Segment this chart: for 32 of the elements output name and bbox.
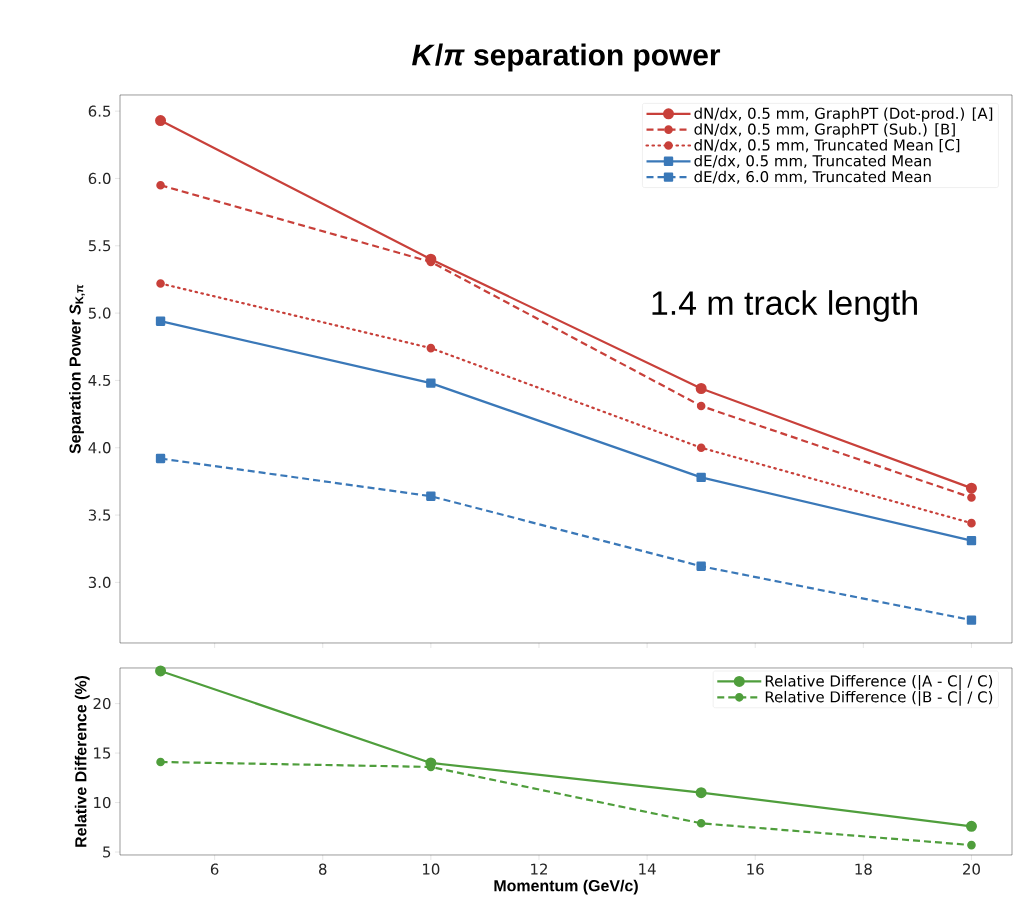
y-tick-label: 4.5 (88, 374, 111, 386)
legend-label: dE/dx, 6.0 mm, Truncated Mean (694, 170, 931, 184)
y-tick-label: 6.0 (88, 172, 111, 185)
x-tick-label: 10 (422, 863, 440, 875)
y-tick-label: 5.0 (88, 307, 111, 319)
legend-label: dN/dx, 0.5 mm, GraphPT (Sub.) [B] (694, 123, 955, 138)
chart-title: K/π separation power (412, 43, 721, 72)
x-tick-label: 14 (639, 863, 656, 875)
legend-label: Relative Difference (|B - C| / C) (765, 690, 993, 706)
legend-label: dN/dx, 0.5 mm, GraphPT (Dot-prod.) [A] (694, 107, 993, 122)
legend-label: dN/dx, 0.5 mm, Truncated Mean [C] (694, 139, 960, 153)
x-axis-title: Momentum (GeV/c) (494, 879, 638, 895)
annotation: 1.4 m track length (652, 290, 917, 322)
legend-label: Relative Difference (|A - C| / C) (765, 674, 993, 690)
y-tick-label: 15 (94, 747, 111, 759)
y-tick-label: 5.5 (88, 240, 111, 252)
x-tick-label: 18 (855, 863, 872, 875)
x-tick-label: 12 (531, 863, 547, 875)
y-tick-label: 20 (93, 697, 111, 710)
legend-label: dE/dx, 0.5 mm, Truncated Mean (694, 154, 931, 168)
x-tick-label: 6 (210, 863, 219, 875)
x-tick-label: 20 (963, 863, 980, 875)
y-tick-label: 5 (103, 846, 111, 858)
y-axis-title: Separation Power S$_{K,π}$ (69, 284, 85, 454)
y-axis-title: Relative Difference (%) (74, 675, 90, 847)
y-tick-label: 3.0 (88, 576, 111, 589)
x-tick-label: 8 (319, 863, 327, 875)
y-tick-label: 3.5 (88, 509, 111, 521)
y-tick-label: 6.5 (88, 105, 111, 117)
y-tick-label: 4.0 (88, 442, 111, 454)
x-tick-label: 16 (747, 863, 764, 875)
y-tick-label: 10 (94, 796, 111, 809)
